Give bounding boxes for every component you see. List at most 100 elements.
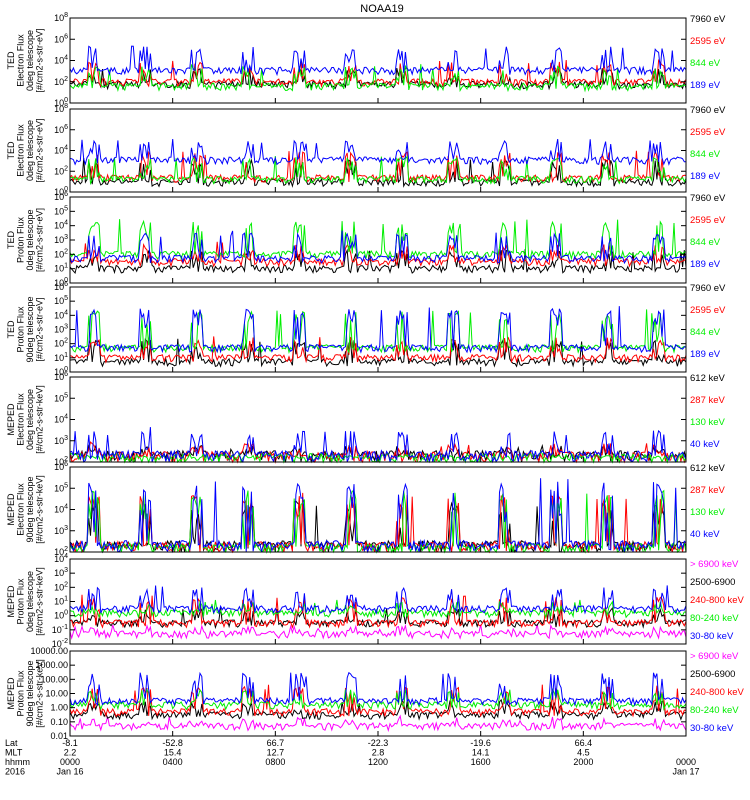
y-tick-label: 103 <box>54 567 68 578</box>
series-4-trace <box>69 687 687 711</box>
legend-entry: 30-80 keV <box>690 723 734 734</box>
x-lat-label: -8.1 <box>62 738 78 748</box>
series-4-trace <box>69 45 687 77</box>
y-axis-label: Proton Flux <box>16 306 26 353</box>
y-axis-label: Proton Flux <box>16 578 26 625</box>
legend-entry: 844 eV <box>690 149 721 160</box>
legend-entry: 189 eV <box>690 349 721 360</box>
series-2-trace <box>69 241 687 268</box>
x-hhmm-label: 1600 <box>471 757 491 767</box>
y-axis-label: 90deg telescope <box>25 660 35 726</box>
panel-6: 102 103 104 105 106 MEPED Electron Flux 90deg t… <box>6 461 726 557</box>
y-tick-label: 104 <box>54 55 68 66</box>
y-axis-label: 0deg telescope <box>25 389 35 450</box>
legend-entry: 844 eV <box>690 237 721 248</box>
legend-entry: 7960 eV <box>690 14 726 25</box>
legend-entry: 80-240 keV <box>690 613 739 624</box>
y-tick-label: 106 <box>54 371 68 382</box>
series-3-trace <box>69 684 687 718</box>
y-axis-label: 0deg telescope <box>25 209 35 270</box>
y-tick-label: 10-2 <box>52 638 68 649</box>
y-tick-label: 106 <box>54 124 68 135</box>
legend-entry: 130 keV <box>690 417 726 428</box>
legend-entry: 287 keV <box>690 395 726 406</box>
series-2-trace <box>69 336 687 364</box>
y-tick-label: 0.10 <box>50 717 68 727</box>
y-axis-label: TED <box>6 230 16 249</box>
y-axis-label: [#/cm2-s-str-eV] <box>35 28 45 92</box>
y-tick-label: 108 <box>54 103 68 114</box>
y-tick-label: 100 <box>54 366 68 377</box>
y-tick-label: 106 <box>54 33 68 44</box>
y-tick-label: 100 <box>54 277 68 288</box>
series-5-trace <box>69 585 687 615</box>
y-axis-label: 0deg telescope <box>25 120 35 181</box>
y-axis-label: MEPED <box>6 585 16 618</box>
legend-entry: 2500-6900 <box>690 669 735 680</box>
x-lat-label: -19.6 <box>470 738 491 748</box>
y-axis-label: Electron Flux <box>16 124 26 177</box>
y-tick-label: 101 <box>54 596 68 607</box>
series-2-trace <box>69 58 687 88</box>
y-tick-label: 102 <box>54 165 68 176</box>
y-axis-label: 0deg telescope <box>25 571 35 632</box>
x-lat-label: 66.7 <box>267 738 285 748</box>
x-hhmm-label: 0400 <box>163 757 183 767</box>
legend-entry: 2595 eV <box>690 36 726 47</box>
y-tick-label: 1.00 <box>50 703 68 713</box>
y-tick-label: 102 <box>54 456 68 467</box>
y-tick-label: 10.00 <box>45 689 68 699</box>
y-tick-label: 105 <box>54 482 68 493</box>
x-mlt-label: 12.7 <box>267 748 285 758</box>
series-3-trace <box>69 219 687 261</box>
panel-2: 100 102 104 106 108 TED Electron Flux 0deg tele… <box>6 103 726 197</box>
series-4-trace <box>69 427 687 464</box>
panel-frame <box>69 376 687 463</box>
y-axis-label: TED <box>6 320 16 339</box>
x-row-label: hhmm <box>5 757 30 767</box>
y-tick-label: 102 <box>54 581 68 592</box>
series-4-trace <box>69 599 687 620</box>
y-tick-label: 103 <box>54 234 68 245</box>
y-tick-label: 102 <box>54 76 68 87</box>
series-4-trace <box>69 306 686 354</box>
y-tick-label: 104 <box>54 553 68 564</box>
series-4-trace <box>69 139 686 166</box>
series-3-trace <box>69 64 687 93</box>
y-tick-label: 0.01 <box>50 731 68 741</box>
series-2-trace <box>69 698 687 721</box>
x-lat-label: -22.3 <box>368 738 389 748</box>
legend-entry: 189 eV <box>690 80 721 91</box>
x-lat-label: 66.4 <box>575 738 593 748</box>
legend-entry: > 6900 keV <box>690 559 739 570</box>
legend-entry: 7960 eV <box>690 105 726 116</box>
y-tick-label: 100 <box>54 186 68 197</box>
y-tick-label: 105 <box>54 205 68 216</box>
series-1-trace <box>69 248 687 275</box>
y-tick-label: 103 <box>54 525 68 536</box>
legend-entry: 844 eV <box>690 327 721 338</box>
x-hhmm-label: 2000 <box>573 757 593 767</box>
legend-entry: 40 keV <box>690 439 720 450</box>
legend-entry: > 6900 keV <box>690 651 739 662</box>
y-axis-label: MEPED <box>6 677 16 710</box>
panel-1: 100 102 104 106 108 TED Electron Flux 0deg tele… <box>6 12 726 108</box>
y-axis-label: Electron Flux <box>16 483 26 536</box>
panel-frame <box>69 466 687 553</box>
y-tick-label: 104 <box>54 220 68 231</box>
y-axis-label: Proton Flux <box>16 216 26 263</box>
y-axis-label: [#/cm2-s-str-keV] <box>35 567 45 636</box>
y-tick-label: 102 <box>54 546 68 557</box>
y-axis-label: [#/cm2-s-str-keV] <box>35 659 45 728</box>
series-5-trace <box>69 671 687 707</box>
y-tick-label: 101 <box>54 263 68 274</box>
y-tick-label: 106 <box>54 191 68 202</box>
legend-entry: 7960 eV <box>690 193 726 204</box>
legend-entry: 80-240 keV <box>690 705 739 716</box>
y-axis-label: 90deg telescope <box>25 296 35 362</box>
x-row-label: 2016 <box>5 767 25 777</box>
legend-entry: 2595 eV <box>690 215 726 226</box>
y-axis-label: [#/cm2-s-str-keV] <box>35 385 45 454</box>
